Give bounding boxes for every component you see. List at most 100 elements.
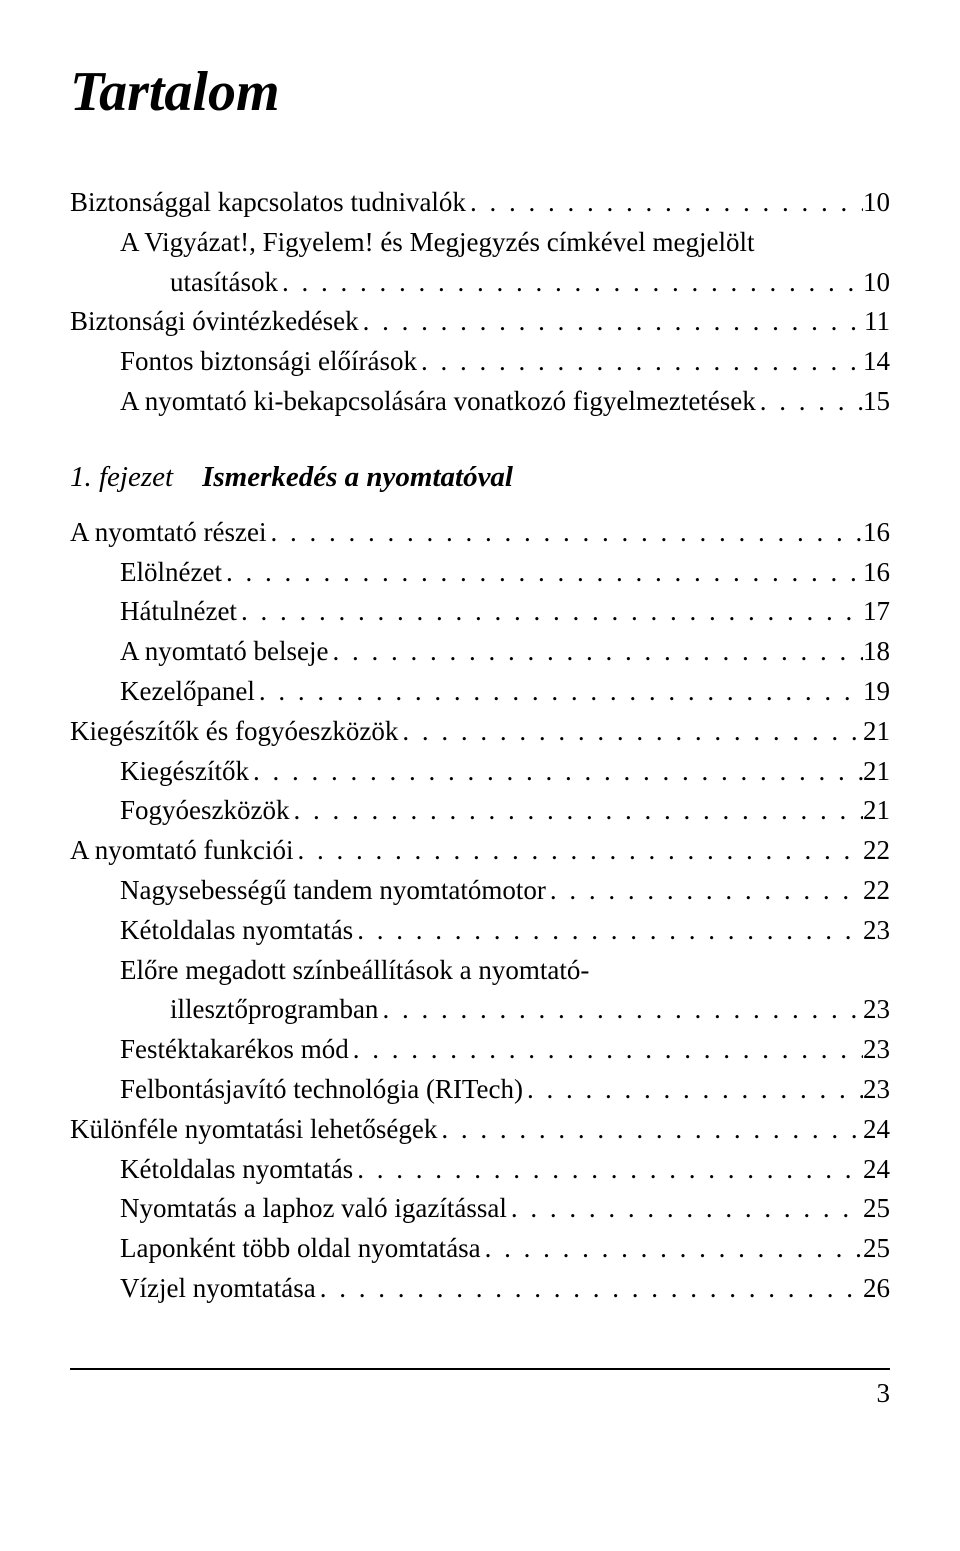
toc-dots: . . . . . . . . . . . . . . . . . . . . … xyxy=(353,1151,863,1189)
toc-label: Kétoldalas nyomtatás xyxy=(120,1151,353,1189)
toc-entry: Felbontásjavító technológia (RITech) . .… xyxy=(70,1071,890,1109)
toc-entry: Kiegészítők . . . . . . . . . . . . . . … xyxy=(70,753,890,791)
toc-section-after: A nyomtató részei . . . . . . . . . . . … xyxy=(70,514,890,1308)
toc-dots: . . . . . . . . . . . . . . . . . . . . … xyxy=(316,1270,863,1308)
toc-dots: . . . . . . . . . . . . . . . . . . . . … xyxy=(293,832,863,870)
toc-dots: . . . . . . . . . . . . . . . . . . . . … xyxy=(349,1031,863,1069)
toc-section-before: Biztonsággal kapcsolatos tudnivalók . . … xyxy=(70,184,890,421)
toc-entry: A nyomtató részei . . . . . . . . . . . … xyxy=(70,514,890,552)
toc-label: Elölnézet xyxy=(120,554,222,592)
toc-label: Laponként több oldal nyomtatása xyxy=(120,1230,481,1268)
toc-page: 21 xyxy=(863,753,890,791)
toc-entry-continuation: utasítások . . . . . . . . . . . . . . .… xyxy=(70,264,890,302)
toc-label: Biztonsági óvintézkedések xyxy=(70,303,359,341)
toc-dots: . . . . . . . . . . . . . . . . . . . . … xyxy=(359,303,864,341)
toc-page: 15 xyxy=(863,383,890,421)
toc-entry: A nyomtató belseje . . . . . . . . . . .… xyxy=(70,633,890,671)
toc-dots: . . . . . . . . . . . . . . . . . . . . … xyxy=(756,383,863,421)
toc-entry: A Vigyázat!, Figyelem! és Megjegyzés cím… xyxy=(70,224,890,262)
toc-page: 25 xyxy=(863,1230,890,1268)
toc-label: Kiegészítők xyxy=(120,753,249,791)
toc-dots: . . . . . . . . . . . . . . . . . . . . … xyxy=(437,1111,863,1149)
chapter-title: Ismerkedés a nyomtatóval xyxy=(202,461,513,493)
toc-label: Nyomtatás a laphoz való igazítással xyxy=(120,1190,507,1228)
toc-label: Festéktakarékos mód xyxy=(120,1031,349,1069)
toc-dots: . . . . . . . . . . . . . . . . . . . . … xyxy=(255,673,863,711)
toc-entry: Biztonsági óvintézkedések . . . . . . . … xyxy=(70,303,890,341)
chapter-heading: 1. fejezet Ismerkedés a nyomtatóval xyxy=(70,461,890,494)
toc-page: 19 xyxy=(863,673,890,711)
toc-label: Kétoldalas nyomtatás xyxy=(120,912,353,950)
toc-entry: Kezelőpanel . . . . . . . . . . . . . . … xyxy=(70,673,890,711)
toc-label: Nagysebességű tandem nyomtatómotor xyxy=(120,872,546,910)
toc-title: Tartalom xyxy=(70,60,890,124)
toc-label: Fontos biztonsági előírások xyxy=(120,343,417,381)
toc-page: 24 xyxy=(863,1151,890,1189)
toc-page: 23 xyxy=(863,912,890,950)
toc-page: 23 xyxy=(863,991,890,1029)
toc-page: 17 xyxy=(863,593,890,631)
toc-label: A nyomtató ki-bekapcsolására vonatkozó f… xyxy=(120,383,756,421)
toc-label: A Vigyázat!, Figyelem! és Megjegyzés cím… xyxy=(120,224,754,262)
toc-page: 10 xyxy=(863,264,890,302)
toc-page: 21 xyxy=(863,713,890,751)
toc-label: A nyomtató részei xyxy=(70,514,266,552)
toc-label: Kiegészítők és fogyóeszközök xyxy=(70,713,398,751)
toc-entry: Kétoldalas nyomtatás . . . . . . . . . .… xyxy=(70,1151,890,1189)
toc-dots: . . . . . . . . . . . . . . . . . . . . … xyxy=(237,593,863,631)
toc-label: Hátulnézet xyxy=(120,593,237,631)
toc-entry: Különféle nyomtatási lehetőségek . . . .… xyxy=(70,1111,890,1149)
toc-dots: . . . . . . . . . . . . . . . . . . . . … xyxy=(222,554,863,592)
toc-entry: Fogyóeszközök . . . . . . . . . . . . . … xyxy=(70,792,890,830)
toc-page: 14 xyxy=(863,343,890,381)
toc-dots: . . . . . . . . . . . . . . . . . . . . … xyxy=(398,713,863,751)
toc-dots: . . . . . . . . . . . . . . . . . . . . … xyxy=(278,264,863,302)
toc-label: Biztonsággal kapcsolatos tudnivalók xyxy=(70,184,466,222)
toc-entry: Előre megadott színbeállítások a nyomtat… xyxy=(70,952,890,990)
toc-page: 25 xyxy=(863,1190,890,1228)
toc-label: illesztőprogramban xyxy=(170,991,378,1029)
toc-label: Különféle nyomtatási lehetőségek xyxy=(70,1111,437,1149)
toc-dots: . . . . . . . . . . . . . . . . . . . . … xyxy=(289,792,863,830)
toc-page: 22 xyxy=(863,872,890,910)
toc-dots: . . . . . . . . . . . . . . . . . . . . … xyxy=(523,1071,863,1109)
toc-entry: Hátulnézet . . . . . . . . . . . . . . .… xyxy=(70,593,890,631)
toc-dots: . . . . . . . . . . . . . . . . . . . . … xyxy=(353,912,863,950)
toc-dots: . . . . . . . . . . . . . . . . . . . . … xyxy=(328,633,863,671)
toc-page: 23 xyxy=(863,1031,890,1069)
toc-label: Kezelőpanel xyxy=(120,673,255,711)
toc-label: utasítások xyxy=(170,264,278,302)
toc-label: Fogyóeszközök xyxy=(120,792,289,830)
chapter-number: 1. fejezet xyxy=(70,461,173,493)
toc-dots: . . . . . . . . . . . . . . . . . . . . … xyxy=(378,991,863,1029)
toc-entry: Biztonsággal kapcsolatos tudnivalók . . … xyxy=(70,184,890,222)
toc-entry: Nagysebességű tandem nyomtatómotor . . .… xyxy=(70,872,890,910)
toc-dots: . . . . . . . . . . . . . . . . . . . . … xyxy=(481,1230,863,1268)
toc-entry: Fontos biztonsági előírások . . . . . . … xyxy=(70,343,890,381)
toc-page: 21 xyxy=(863,792,890,830)
toc-dots: . . . . . . . . . . . . . . . . . . . . … xyxy=(546,872,863,910)
toc-entry: Festéktakarékos mód . . . . . . . . . . … xyxy=(70,1031,890,1069)
toc-dots: . . . . . . . . . . . . . . . . . . . . … xyxy=(507,1190,863,1228)
toc-entry: Elölnézet . . . . . . . . . . . . . . . … xyxy=(70,554,890,592)
toc-label: A nyomtató funkciói xyxy=(70,832,293,870)
toc-entry: Vízjel nyomtatása . . . . . . . . . . . … xyxy=(70,1270,890,1308)
toc-dots: . . . . . . . . . . . . . . . . . . . . … xyxy=(417,343,863,381)
toc-dots: . . . . . . . . . . . . . . . . . . . . … xyxy=(466,184,863,222)
page-number: 3 xyxy=(877,1378,891,1408)
toc-page: 18 xyxy=(863,633,890,671)
toc-page: 24 xyxy=(863,1111,890,1149)
toc-label: Előre megadott színbeállítások a nyomtat… xyxy=(120,952,589,990)
toc-dots: . . . . . . . . . . . . . . . . . . . . … xyxy=(249,753,863,791)
toc-page: 23 xyxy=(863,1071,890,1109)
toc-entry: A nyomtató ki-bekapcsolására vonatkozó f… xyxy=(70,383,890,421)
toc-entry: Kétoldalas nyomtatás . . . . . . . . . .… xyxy=(70,912,890,950)
page-footer: 3 xyxy=(70,1368,890,1409)
toc-label: Vízjel nyomtatása xyxy=(120,1270,316,1308)
toc-entry: Nyomtatás a laphoz való igazítással . . … xyxy=(70,1190,890,1228)
toc-entry-continuation: illesztőprogramban . . . . . . . . . . .… xyxy=(70,991,890,1029)
toc-page: 16 xyxy=(863,514,890,552)
toc-label: A nyomtató belseje xyxy=(120,633,328,671)
toc-entry: Laponként több oldal nyomtatása . . . . … xyxy=(70,1230,890,1268)
toc-dots: . . . . . . . . . . . . . . . . . . . . … xyxy=(266,514,863,552)
